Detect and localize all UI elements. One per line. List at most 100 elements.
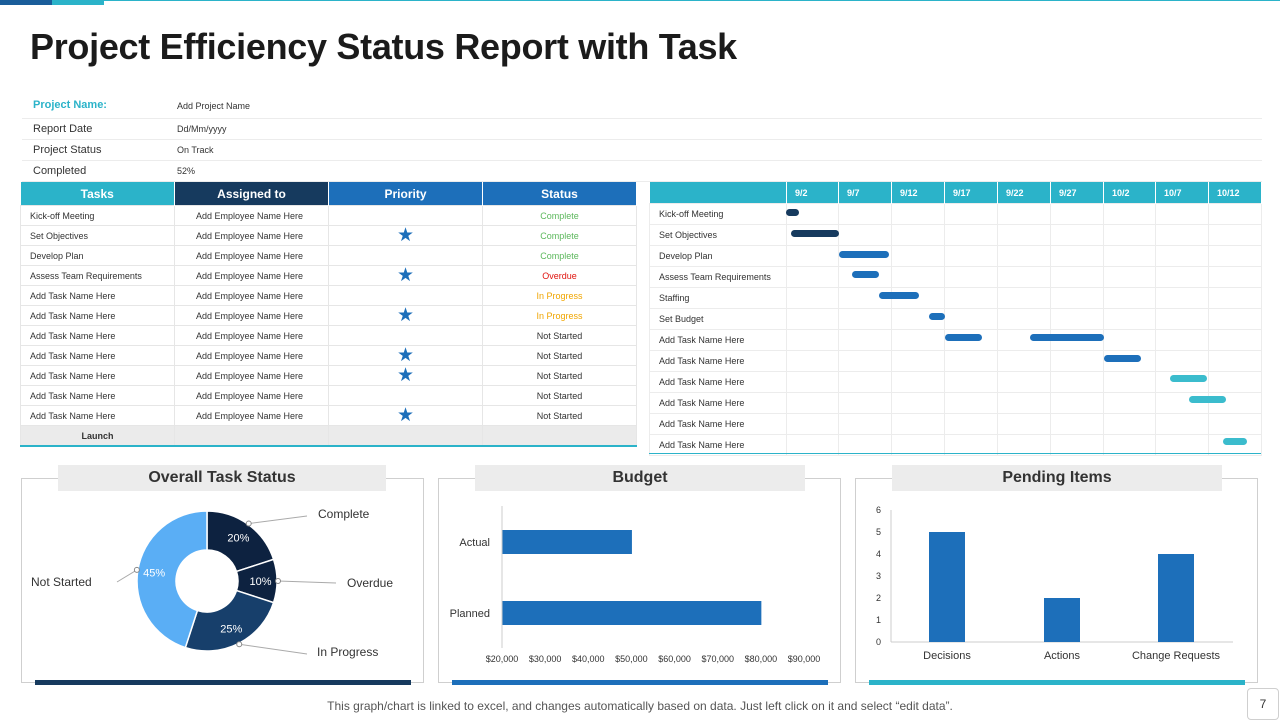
task-name[interactable]: Add Task Name Here (20, 305, 175, 326)
pie-value-label: 25% (220, 624, 242, 636)
gantt-cell (838, 308, 892, 330)
gantt-task-name[interactable]: Develop Plan (649, 245, 787, 267)
info-value[interactable]: Add Project Name (177, 101, 251, 111)
info-row-project-status: Project Status On Track (22, 140, 1262, 161)
launch-cell (482, 425, 637, 447)
gantt-cell (1155, 392, 1209, 414)
assigned-to[interactable]: Add Employee Name Here (174, 225, 329, 246)
status-badge[interactable]: Complete (482, 225, 637, 246)
status-badge[interactable]: Complete (482, 205, 637, 226)
task-name[interactable]: Add Task Name Here (20, 345, 175, 366)
gantt-cell (1208, 203, 1262, 225)
assigned-to[interactable]: Add Employee Name Here (174, 245, 329, 266)
table-row: Set Objectives Add Employee Name Here ★ Com… (20, 225, 637, 246)
gantt-cell (944, 329, 998, 351)
assigned-to[interactable]: Add Employee Name Here (174, 345, 329, 366)
task-name[interactable]: Kick-off Meeting (20, 205, 175, 226)
gantt-cell (838, 413, 892, 435)
gantt-task-name[interactable]: Staffing (649, 287, 787, 309)
status-badge[interactable]: Not Started (482, 385, 637, 406)
status-badge[interactable]: Not Started (482, 345, 637, 366)
task-name[interactable]: Add Task Name Here (20, 385, 175, 406)
task-name[interactable]: Develop Plan (20, 245, 175, 266)
gantt-cell (1155, 224, 1209, 246)
table-row: Develop Plan Add Employee Name Here Comple… (20, 245, 637, 266)
task-name[interactable]: Assess Team Requirements (20, 265, 175, 286)
gantt-task-name[interactable]: Assess Team Requirements (649, 266, 787, 288)
status-badge[interactable]: Not Started (482, 365, 637, 386)
pending-tick-label: 5 (876, 527, 881, 537)
header-tasks: Tasks (20, 182, 175, 206)
gantt-cell (786, 287, 839, 309)
pie-value-label: 45% (143, 568, 165, 580)
status-badge[interactable]: In Progress (482, 305, 637, 326)
pending-category-label: Change Requests (1132, 650, 1221, 662)
assigned-to[interactable]: Add Employee Name Here (174, 365, 329, 386)
task-name[interactable]: Add Task Name Here (20, 325, 175, 346)
gantt-chart: 9/2 9/7 9/12 9/17 9/22 9/27 10/2 10/7 10/12 Kick… (649, 182, 1262, 456)
assigned-to[interactable]: Add Employee Name Here (174, 305, 329, 326)
gantt-task-name[interactable]: Kick-off Meeting (649, 203, 787, 225)
budget-bar (502, 601, 762, 625)
gantt-task-name[interactable]: Add Task Name Here (649, 413, 787, 435)
gantt-date-header: 9/17 (944, 182, 998, 204)
status-badge[interactable]: Not Started (482, 405, 637, 426)
assigned-to[interactable]: Add Employee Name Here (174, 325, 329, 346)
gantt-task-name[interactable]: Add Task Name Here (649, 392, 787, 414)
task-name[interactable]: Set Objectives (20, 225, 175, 246)
gantt-cell (1103, 371, 1156, 393)
gantt-cell (1103, 413, 1156, 435)
gantt-cell (891, 350, 945, 372)
info-value[interactable]: 52% (177, 166, 196, 176)
gantt-cell (838, 266, 892, 288)
assigned-to[interactable]: Add Employee Name Here (174, 265, 329, 286)
status-badge[interactable]: Complete (482, 245, 637, 266)
gantt-bottom-rule (649, 453, 1261, 454)
gantt-cell (1155, 203, 1209, 225)
info-row-report-date: Report Date Dd/Mm/yyyy (22, 119, 1262, 140)
task-name[interactable]: Add Task Name Here (20, 365, 175, 386)
gantt-corner (649, 182, 787, 204)
status-badge[interactable]: Not Started (482, 325, 637, 346)
task-table: Tasks Assigned to Priority Status Kick-o… (20, 182, 637, 447)
gantt-cell (1155, 413, 1209, 435)
budget-chart[interactable]: Actual Planned $20,000 $30,000 $40,000 $50,00… (438, 478, 841, 683)
task-name[interactable]: Add Task Name Here (20, 405, 175, 426)
task-name[interactable]: Add Task Name Here (20, 285, 175, 306)
gantt-task-name[interactable]: Set Objectives (649, 224, 787, 246)
info-label: Project Name: (33, 99, 107, 111)
gantt-cell (1155, 266, 1209, 288)
gantt-cell (1103, 350, 1156, 372)
gantt-task-name[interactable]: Add Task Name Here (649, 329, 787, 351)
page-number: 7 (1247, 688, 1279, 720)
gantt-cell (786, 245, 839, 267)
gantt-cell (786, 203, 839, 225)
assigned-to[interactable]: Add Employee Name Here (174, 405, 329, 426)
gantt-cell (786, 224, 839, 246)
gantt-task-name[interactable]: Set Budget (649, 308, 787, 330)
gantt-cell (891, 266, 945, 288)
gantt-cell (944, 224, 998, 246)
pie-callout-dot (275, 578, 281, 584)
table-row: Add Task Name Here Add Employee Name Here… (20, 345, 637, 366)
gantt-cell (1050, 350, 1104, 372)
status-badge[interactable]: Overdue (482, 265, 637, 286)
info-value[interactable]: On Track (177, 145, 214, 155)
status-badge[interactable]: In Progress (482, 285, 637, 306)
pending-items-chart[interactable]: 0 1 2 3 4 5 6 Decisions Actions Change Requests (855, 478, 1258, 683)
gantt-task-name[interactable]: Add Task Name Here (649, 371, 787, 393)
table-row: Add Task Name Here Add Employee Name Here… (20, 405, 637, 426)
pending-tick-label: 0 (876, 637, 881, 647)
info-value[interactable]: Dd/Mm/yyyy (177, 124, 227, 134)
gantt-cell (944, 203, 998, 225)
top-accent-bar (0, 0, 104, 5)
pie-callout-line (239, 643, 308, 655)
pie-chart[interactable]: 20% Complete 10% Overdue 25% In Progress 45% No… (21, 478, 424, 683)
table-row: Add Task Name Here Add Employee Name Here… (20, 365, 637, 386)
assigned-to[interactable]: Add Employee Name Here (174, 385, 329, 406)
gantt-task-name[interactable]: Add Task Name Here (649, 350, 787, 372)
gantt-cell (1050, 203, 1104, 225)
assigned-to[interactable]: Add Employee Name Here (174, 205, 329, 226)
assigned-to[interactable]: Add Employee Name Here (174, 285, 329, 306)
gantt-cell (838, 203, 892, 225)
